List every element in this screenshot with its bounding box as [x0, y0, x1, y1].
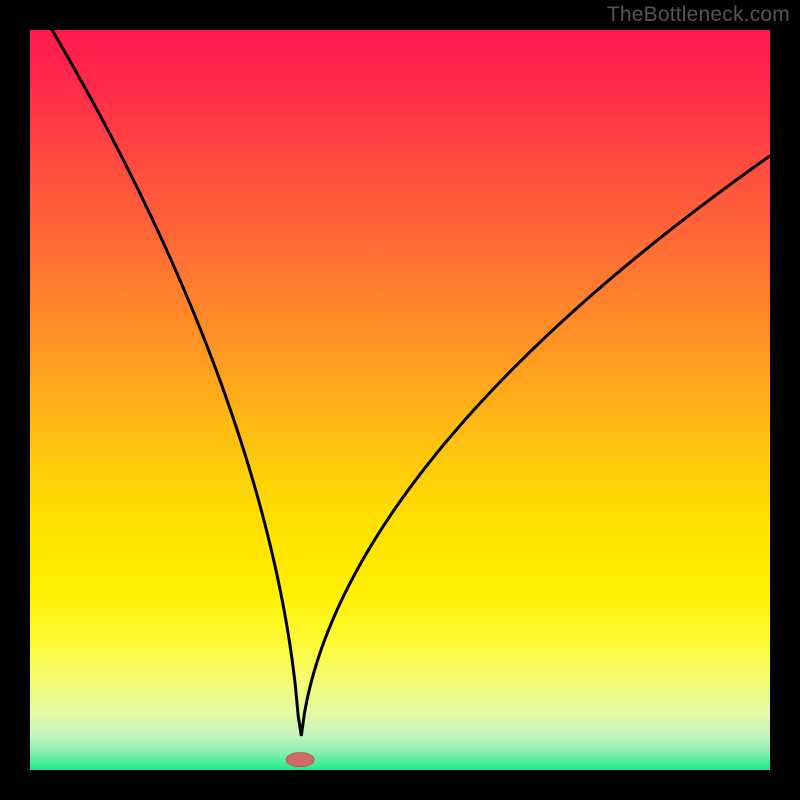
watermark-text: TheBottleneck.com [607, 3, 790, 27]
plot-background [30, 30, 770, 770]
bottleneck-chart [0, 0, 800, 800]
optimal-point-marker [286, 753, 314, 767]
chart-stage: TheBottleneck.com [0, 0, 800, 800]
